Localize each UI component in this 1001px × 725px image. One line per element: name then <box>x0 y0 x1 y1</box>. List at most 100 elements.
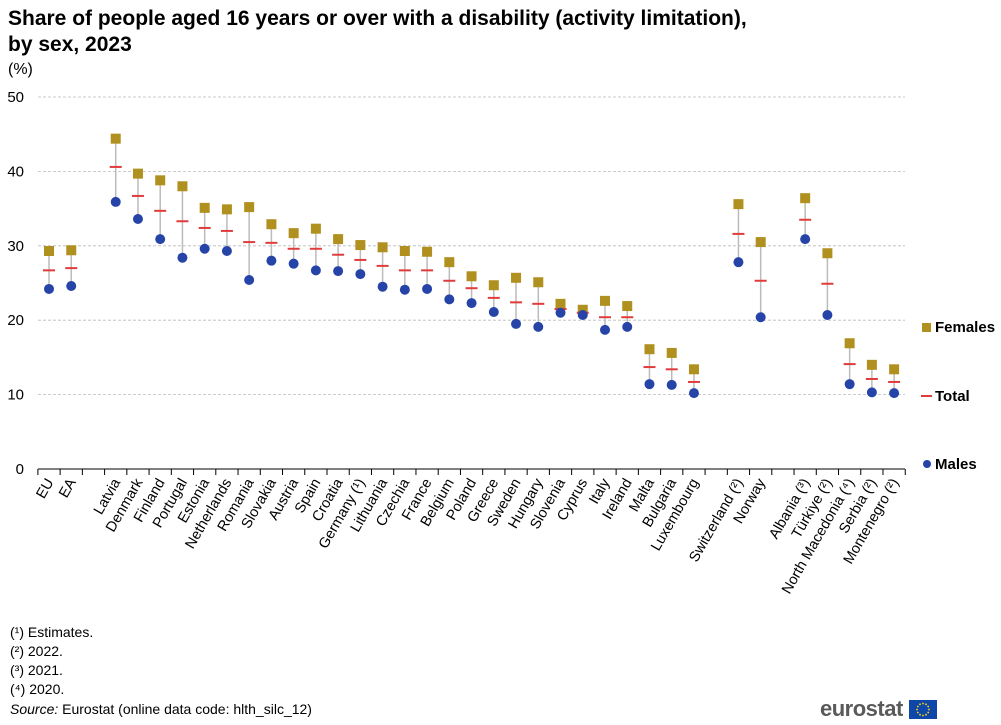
females-marker <box>600 295 610 306</box>
males-marker <box>66 280 77 291</box>
males-marker <box>110 196 121 207</box>
y-tick-label: 40 <box>7 163 24 180</box>
males-marker <box>844 379 855 390</box>
males-marker <box>288 258 299 269</box>
females-marker <box>822 248 833 259</box>
females-marker <box>66 245 77 256</box>
y-tick-label: 20 <box>7 312 24 329</box>
y-tick-label: 30 <box>7 238 24 255</box>
males-marker <box>244 275 255 286</box>
flag-star <box>918 702 921 705</box>
flag-star <box>921 702 924 704</box>
females-marker <box>310 223 321 234</box>
flag-star <box>921 714 924 716</box>
females-marker <box>622 301 633 312</box>
footnote-3: (³) 2021. <box>10 662 63 678</box>
legend-females-label: Females <box>935 319 995 336</box>
males-marker <box>44 283 54 294</box>
flag-star <box>916 705 919 707</box>
eurostat-logo: eurostat <box>820 696 937 722</box>
females-marker <box>511 272 522 283</box>
females-marker <box>333 234 344 245</box>
flag-star <box>924 713 927 716</box>
males-marker <box>644 379 655 390</box>
males-marker <box>688 388 699 399</box>
males-marker <box>733 257 744 268</box>
flag-star <box>915 708 918 710</box>
males-marker <box>755 312 766 323</box>
males-marker <box>444 294 455 305</box>
males-marker <box>333 266 344 277</box>
source-line: Source: Eurostat (online data code: hlth… <box>10 701 312 717</box>
flag-star <box>918 713 921 716</box>
males-marker <box>866 387 877 398</box>
flag-star <box>916 711 919 713</box>
males-marker <box>800 234 811 245</box>
females-marker <box>221 204 232 215</box>
males-marker <box>511 318 522 329</box>
males-marker <box>555 307 566 318</box>
females-marker <box>266 219 277 230</box>
females-marker <box>533 277 544 288</box>
males-marker <box>666 379 677 390</box>
males-marker <box>466 298 477 309</box>
females-marker <box>444 257 455 268</box>
females-marker <box>733 199 744 210</box>
x-tick-label: EU <box>34 476 58 501</box>
females-marker <box>577 304 588 315</box>
eu-flag-icon <box>908 699 937 719</box>
females-marker <box>177 181 188 192</box>
females-marker <box>889 364 900 375</box>
chart-title: Share of people aged 16 years or over wi… <box>8 7 747 56</box>
males-marker <box>399 284 410 295</box>
males-marker <box>533 321 544 332</box>
males-marker <box>199 243 210 254</box>
legend-males-label: Males <box>935 456 977 473</box>
females-marker <box>244 202 255 213</box>
source-label: Source: <box>10 701 59 717</box>
males-marker <box>577 309 588 320</box>
footnote-1: (¹) Estimates. <box>10 624 94 640</box>
females-marker <box>644 344 655 355</box>
y-tick-label: 50 <box>7 89 24 106</box>
flag-star <box>924 702 927 705</box>
males-marker <box>155 234 166 245</box>
females-marker <box>132 168 143 179</box>
flag-star <box>927 708 930 710</box>
males-marker <box>310 265 321 276</box>
males-marker <box>822 309 833 320</box>
y-tick-label: 0 <box>16 461 24 478</box>
females-marker <box>44 246 54 257</box>
males-marker <box>488 307 499 318</box>
females-marker <box>688 364 699 375</box>
y-axis-unit: (%) <box>8 61 33 78</box>
females-marker <box>488 280 499 291</box>
legend-females-marker <box>922 323 931 332</box>
males-marker <box>355 269 366 280</box>
females-marker <box>666 347 677 358</box>
males-marker <box>266 255 277 266</box>
males-marker <box>422 283 433 294</box>
males-marker <box>622 321 633 332</box>
females-marker <box>422 246 433 257</box>
females-marker <box>800 193 811 204</box>
males-marker <box>177 252 188 263</box>
females-marker <box>466 271 477 282</box>
females-marker <box>555 298 566 309</box>
females-marker <box>288 228 299 239</box>
females-marker <box>110 133 121 144</box>
males-marker <box>132 214 143 225</box>
males-marker <box>889 388 900 399</box>
females-marker <box>399 246 410 257</box>
source-text: Eurostat (online data code: hlth_silc_12… <box>58 701 312 717</box>
flag-star <box>927 705 929 707</box>
logo-text: eurostat <box>820 696 903 721</box>
legend-males-marker <box>923 460 931 468</box>
males-marker <box>221 246 232 257</box>
males-marker <box>377 281 388 292</box>
y-tick-label: 10 <box>7 387 24 404</box>
males-marker <box>600 324 610 335</box>
flag-star <box>927 711 929 713</box>
